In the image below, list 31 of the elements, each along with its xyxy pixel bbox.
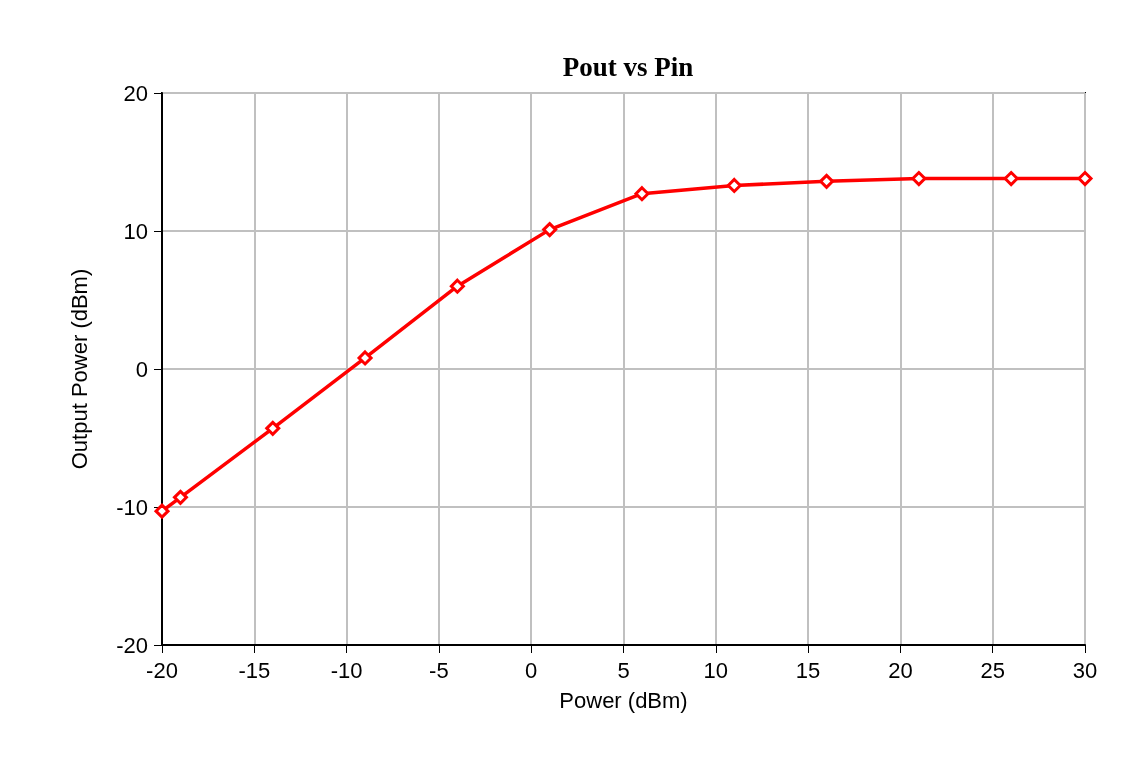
y-tick-label: -10 <box>116 494 148 520</box>
point <box>911 171 927 187</box>
x-tick-label: -10 <box>330 657 363 683</box>
point <box>634 186 650 202</box>
point <box>154 503 170 519</box>
point <box>357 350 373 366</box>
y-tick-label: 0 <box>135 356 148 382</box>
x-tick-label: -15 <box>238 657 271 683</box>
x-tick-label: 5 <box>617 657 630 683</box>
y-tick-label: 10 <box>123 218 148 244</box>
x-tick-label: 25 <box>980 657 1005 683</box>
x-axis-title: Power (dBm) <box>559 687 688 713</box>
x-tick-label: 30 <box>1072 657 1098 683</box>
x-tick-label: 15 <box>795 657 821 683</box>
point <box>172 489 188 505</box>
point <box>1003 171 1019 187</box>
y-axis-title: Output Power (dBm) <box>66 268 92 470</box>
point <box>449 278 465 294</box>
y-tick-label: 20 <box>123 80 148 106</box>
x-tick-label: 10 <box>703 657 729 683</box>
point <box>1077 171 1093 187</box>
point <box>819 173 835 189</box>
x-tick-label: -20 <box>146 657 178 683</box>
x-tick-label: 0 <box>525 657 538 683</box>
point <box>726 177 742 193</box>
point <box>542 222 558 238</box>
y-tick-label: -20 <box>116 632 148 658</box>
x-tick-label: -5 <box>429 657 449 683</box>
x-tick-label: 20 <box>888 657 913 683</box>
point <box>265 420 281 436</box>
chart-title: Pout vs Pin <box>562 51 694 82</box>
